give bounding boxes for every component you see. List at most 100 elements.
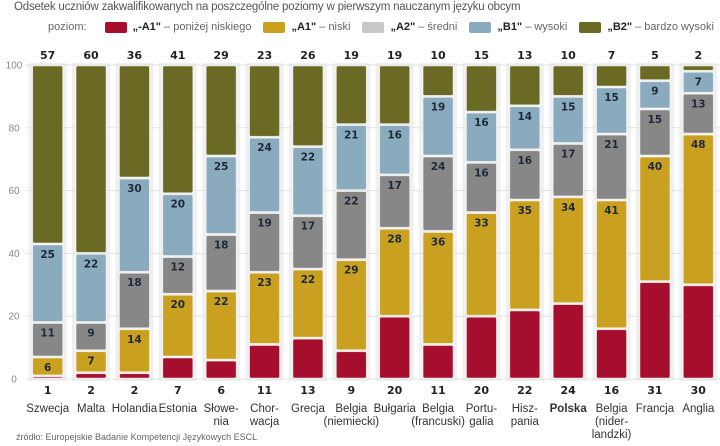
bar-segment-b2 — [119, 65, 150, 178]
bar-segment-a2 — [552, 144, 584, 197]
bar-segment-a1 — [379, 228, 411, 316]
segment-value-label: 35 — [518, 205, 533, 217]
segment-value-label: 16 — [474, 167, 489, 179]
minus-a1-value-label: 6 — [217, 384, 225, 397]
segment-value-label: 30 — [127, 183, 142, 195]
segment-value-label: 16 — [474, 117, 489, 129]
minus-a1-value-label: 31 — [647, 384, 662, 397]
b2-value-label: 19 — [344, 49, 359, 62]
bar-segment-b1 — [75, 253, 107, 322]
x-category-label: Estonia — [159, 403, 198, 415]
b2-value-label: 2 — [694, 49, 702, 62]
segment-value-label: 33 — [474, 218, 489, 230]
segment-value-label: 22 — [214, 296, 229, 308]
minus-a1-value-label: 20 — [387, 384, 403, 397]
bar-segment-minus-a1 — [335, 351, 367, 379]
bar-segment-a2 — [75, 323, 107, 351]
bar-segment-a2 — [32, 323, 64, 357]
legend-code: „B2" — [607, 21, 633, 33]
segment-value-label: 7 — [695, 76, 702, 88]
segment-value-label: 25 — [40, 249, 55, 261]
bar-segment-a1 — [32, 357, 64, 376]
segment-value-label: 15 — [648, 114, 663, 126]
y-tick-label: 60 — [8, 186, 20, 197]
segment-value-label: 40 — [648, 161, 663, 173]
x-category-label: Belgia — [422, 403, 455, 415]
y-tick-label: 100 — [6, 61, 23, 72]
bar-segment-b2 — [249, 65, 280, 137]
x-category-label: Chor- — [250, 403, 279, 415]
source-note: źródło: Europejskie Badanie Kompetencji … — [16, 432, 258, 442]
bar-segment-a2 — [509, 150, 541, 200]
x-category-label: landzki) — [592, 429, 632, 441]
legend-swatch — [469, 21, 492, 33]
bar-segment-a2 — [596, 134, 627, 200]
bar-segment-a2 — [249, 213, 280, 272]
segment-value-label: 17 — [301, 221, 316, 233]
bar-segment-b1 — [466, 112, 497, 162]
segment-value-label: 24 — [257, 142, 272, 154]
segment-value-label: 7 — [87, 356, 94, 368]
bar-segment-minus-a1 — [422, 345, 454, 379]
x-category-label: Słowe- — [204, 403, 239, 415]
minus-a1-value-label: 2 — [131, 384, 139, 397]
bar-segment-b1 — [162, 194, 194, 256]
legend-desc: – wysoki — [525, 21, 568, 33]
bar-segment-b1 — [422, 97, 454, 156]
b2-value-label: 7 — [608, 49, 616, 62]
bar-segment-a1 — [75, 351, 107, 373]
segment-value-label: 6 — [44, 362, 51, 374]
bar-segment-minus-a1 — [75, 373, 107, 379]
b2-value-label: 5 — [651, 49, 659, 62]
x-category-label: Belgia — [596, 403, 629, 415]
bar-segment-b1 — [205, 156, 237, 234]
b2-value-label: 15 — [474, 49, 489, 62]
bar-segment-a2 — [335, 191, 367, 260]
minus-a1-value-label: 30 — [691, 384, 707, 397]
minus-a1-value-label: 20 — [474, 384, 490, 397]
x-category-label: galia — [469, 416, 494, 428]
legend-desc: – średni — [418, 21, 458, 33]
segment-value-label: 48 — [691, 139, 706, 151]
bar-segment-a1 — [249, 272, 280, 344]
y-tick-label: 80 — [8, 123, 20, 134]
legend-swatch — [263, 21, 286, 33]
y-tick-label: 0 — [11, 375, 17, 386]
segment-value-label: 17 — [561, 149, 576, 161]
bar-segment-a2 — [205, 235, 237, 291]
b2-value-label: 36 — [127, 49, 143, 62]
segment-value-label: 22 — [301, 274, 316, 286]
minus-a1-value-label: 9 — [347, 384, 355, 397]
segment-value-label: 15 — [604, 92, 619, 104]
bar-segment-a1 — [552, 197, 584, 304]
bar-segment-a1 — [422, 232, 454, 344]
minus-a1-value-label: 11 — [257, 384, 272, 397]
x-category-label: Polska — [550, 403, 588, 415]
bar-segment-b1 — [119, 178, 150, 272]
bar-segment-minus-a1 — [32, 376, 64, 379]
x-category-label: nia — [214, 416, 230, 428]
segment-value-label: 18 — [214, 240, 229, 252]
segment-value-label: 18 — [127, 277, 142, 289]
legend-item-a2: „A2" – średni — [362, 21, 457, 33]
segment-value-label: 22 — [344, 196, 359, 208]
segment-value-label: 29 — [344, 265, 359, 277]
minus-a1-value-label: 13 — [300, 384, 315, 397]
bar-segment-b2 — [162, 65, 194, 194]
bar-segment-b2 — [466, 65, 497, 112]
bar-segment-minus-a1 — [639, 282, 671, 379]
bar-segment-b2 — [596, 65, 627, 87]
segment-value-label: 14 — [127, 334, 142, 346]
bar-segment-b1 — [596, 87, 627, 134]
bar-segment-b2 — [32, 65, 64, 244]
legend: poziom: „-A1" – poniżej niskiego „A1" – … — [48, 21, 714, 33]
minus-a1-value-label: 24 — [561, 384, 577, 397]
bar-segment-a2 — [379, 175, 411, 228]
b2-value-label: 60 — [83, 49, 99, 62]
segment-value-label: 12 — [171, 262, 186, 274]
segment-value-label: 17 — [387, 180, 402, 192]
x-category-label: Belgia — [335, 403, 368, 415]
x-category-label: (francuski) — [411, 416, 465, 428]
segment-value-label: 41 — [604, 205, 619, 217]
